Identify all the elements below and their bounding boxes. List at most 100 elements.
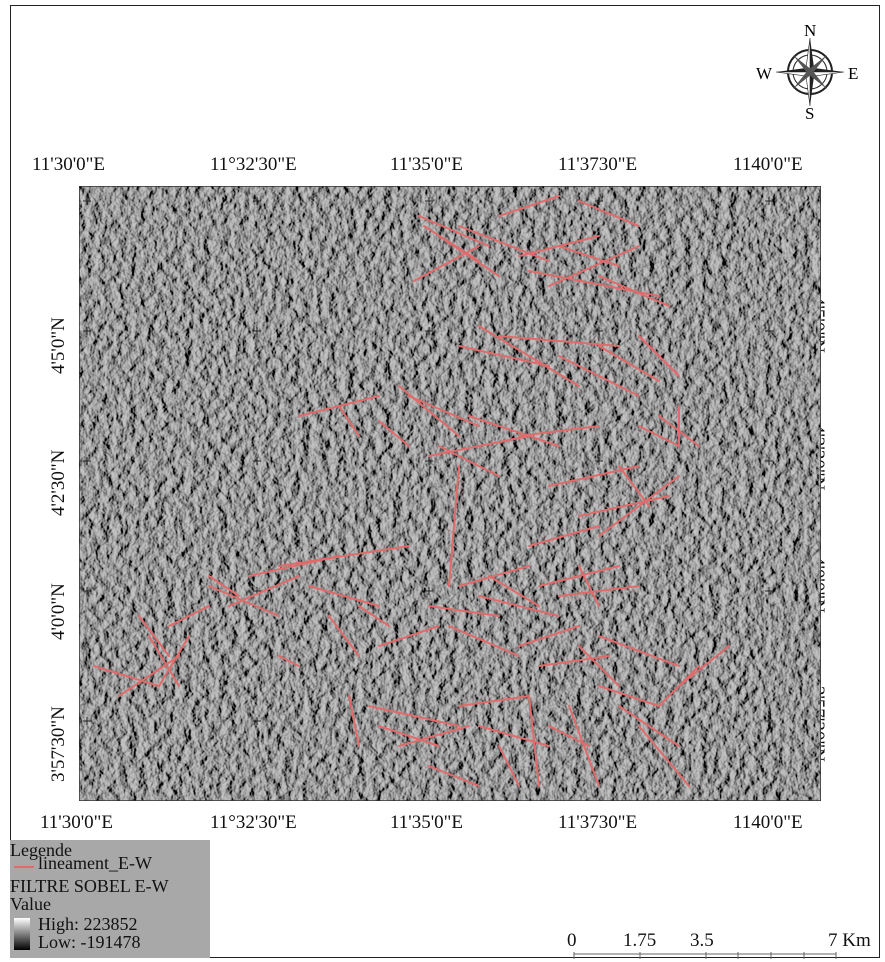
lineament-line [398,385,460,437]
compass-e: E [848,64,858,83]
top-lon-label-3: 11'35'0"E [390,154,464,175]
lineament-line [498,745,520,787]
legend-low-label: Low: -191478 [38,932,141,952]
scale-bar [573,952,837,959]
lineament-line [428,435,530,457]
lineament-line [528,525,600,547]
map-canvas [78,185,822,802]
lineament-line [558,245,620,267]
lineament-line [438,235,500,277]
value-ramp-swatch [14,918,30,950]
lineament-line [578,495,670,517]
lineament-line [528,695,540,787]
lineament-line [208,585,280,617]
lineament-line [278,545,410,567]
bottom-lon-label-4: 11'3730"E [558,812,638,833]
lineament-line [378,420,410,447]
lineament-line [478,595,560,617]
lineament-line [638,335,680,377]
lineament-line [208,575,240,597]
left-lat-label-2: 4'2'30"N [48,449,69,516]
lineament-line [468,415,560,447]
lineament-line [368,705,460,727]
compass-w: W [756,64,773,83]
scale-label-0: 0 [567,930,577,951]
lineament-line [598,635,680,667]
lineament-line [168,605,210,627]
scale-label-3: 7 Km [828,930,871,951]
lineament-line [378,725,440,747]
lineament-line [498,195,560,217]
lineament-line [278,655,300,667]
lineament-line [568,705,600,787]
lineament-line [158,635,190,687]
lineament-line [518,425,600,437]
legend-title: Legende [10,840,72,860]
bottom-lon-label-5: 1140'0"E [733,812,803,833]
lineament-line [598,275,670,307]
bottom-lon-label-1: 11'30'0"E [40,812,114,833]
lineament-line [488,575,540,607]
lineament-line [478,725,550,747]
compass-s: S [805,104,814,120]
lineament-line [578,200,640,227]
lineament-line [518,625,580,647]
lineament-line [598,345,660,382]
lineament-line [308,585,380,607]
lineament-line [398,725,470,747]
lineament-swatch [14,866,34,868]
bottom-lon-label-3: 11'35'0"E [390,812,464,833]
lineament-line [458,565,530,587]
lineament-line [328,615,360,657]
legend-lineament-label: lineament_E-W [38,853,152,873]
lineament-line [138,615,170,657]
lineament-line [338,405,360,437]
lineament-line [638,425,680,447]
scale-label-1: 1.75 [623,930,657,951]
top-lon-label-5: 1140'0"E [733,154,803,175]
lineament-line [558,585,640,597]
lineament-line [148,635,180,687]
lineament-line [618,465,650,507]
lineament-line [548,465,640,487]
sobel-raster-map[interactable] [78,185,822,802]
lineament-line [358,605,390,627]
lineament-line [678,645,730,687]
map-frame [10,5,880,958]
compass-n: N [804,22,816,40]
lineament-line [448,625,520,657]
legend-raster-label: FILTRE SOBEL E-W [10,876,169,896]
bottom-lon-label-2: 11°32'30"E [210,812,297,833]
lineament-line [118,655,180,697]
left-lat-label-3: 4'0'0"N [48,583,69,640]
compass-icon: N S E W [756,21,858,123]
legend-panel: Legende lineament_E-W FILTRE SOBEL E-W V… [10,840,210,958]
lineament-line [548,245,640,287]
lineament-line [538,655,610,667]
lineament-line [578,565,600,607]
lineament-line [93,665,160,687]
lineament-line [618,705,680,747]
lineament-line [458,225,550,262]
lineament-line [438,445,500,477]
compass-rose: N S E W [752,21,864,123]
lineament-line [498,335,620,347]
left-lat-label-1: 4'5'0"N [48,317,69,374]
lineament-line [428,605,500,617]
legend-value-label: Value [10,894,51,914]
lineament-line [418,215,490,247]
lineament-line [538,565,620,587]
lineament-line [458,695,530,707]
lineament-line [378,625,440,647]
top-lon-label-2: 11°32'30"E [210,154,297,175]
lineament-line [348,695,360,747]
lineament-line [448,465,460,587]
lineament-line [598,685,660,707]
lineament-line [558,355,640,397]
lineament-line [458,345,550,367]
legend-high-label: High: 223852 [38,914,138,934]
scale-label-2: 3.5 [690,930,714,951]
lineament-line [478,325,580,387]
lineament-line [228,575,300,607]
top-lon-label-1: 11'30'0"E [32,154,106,175]
